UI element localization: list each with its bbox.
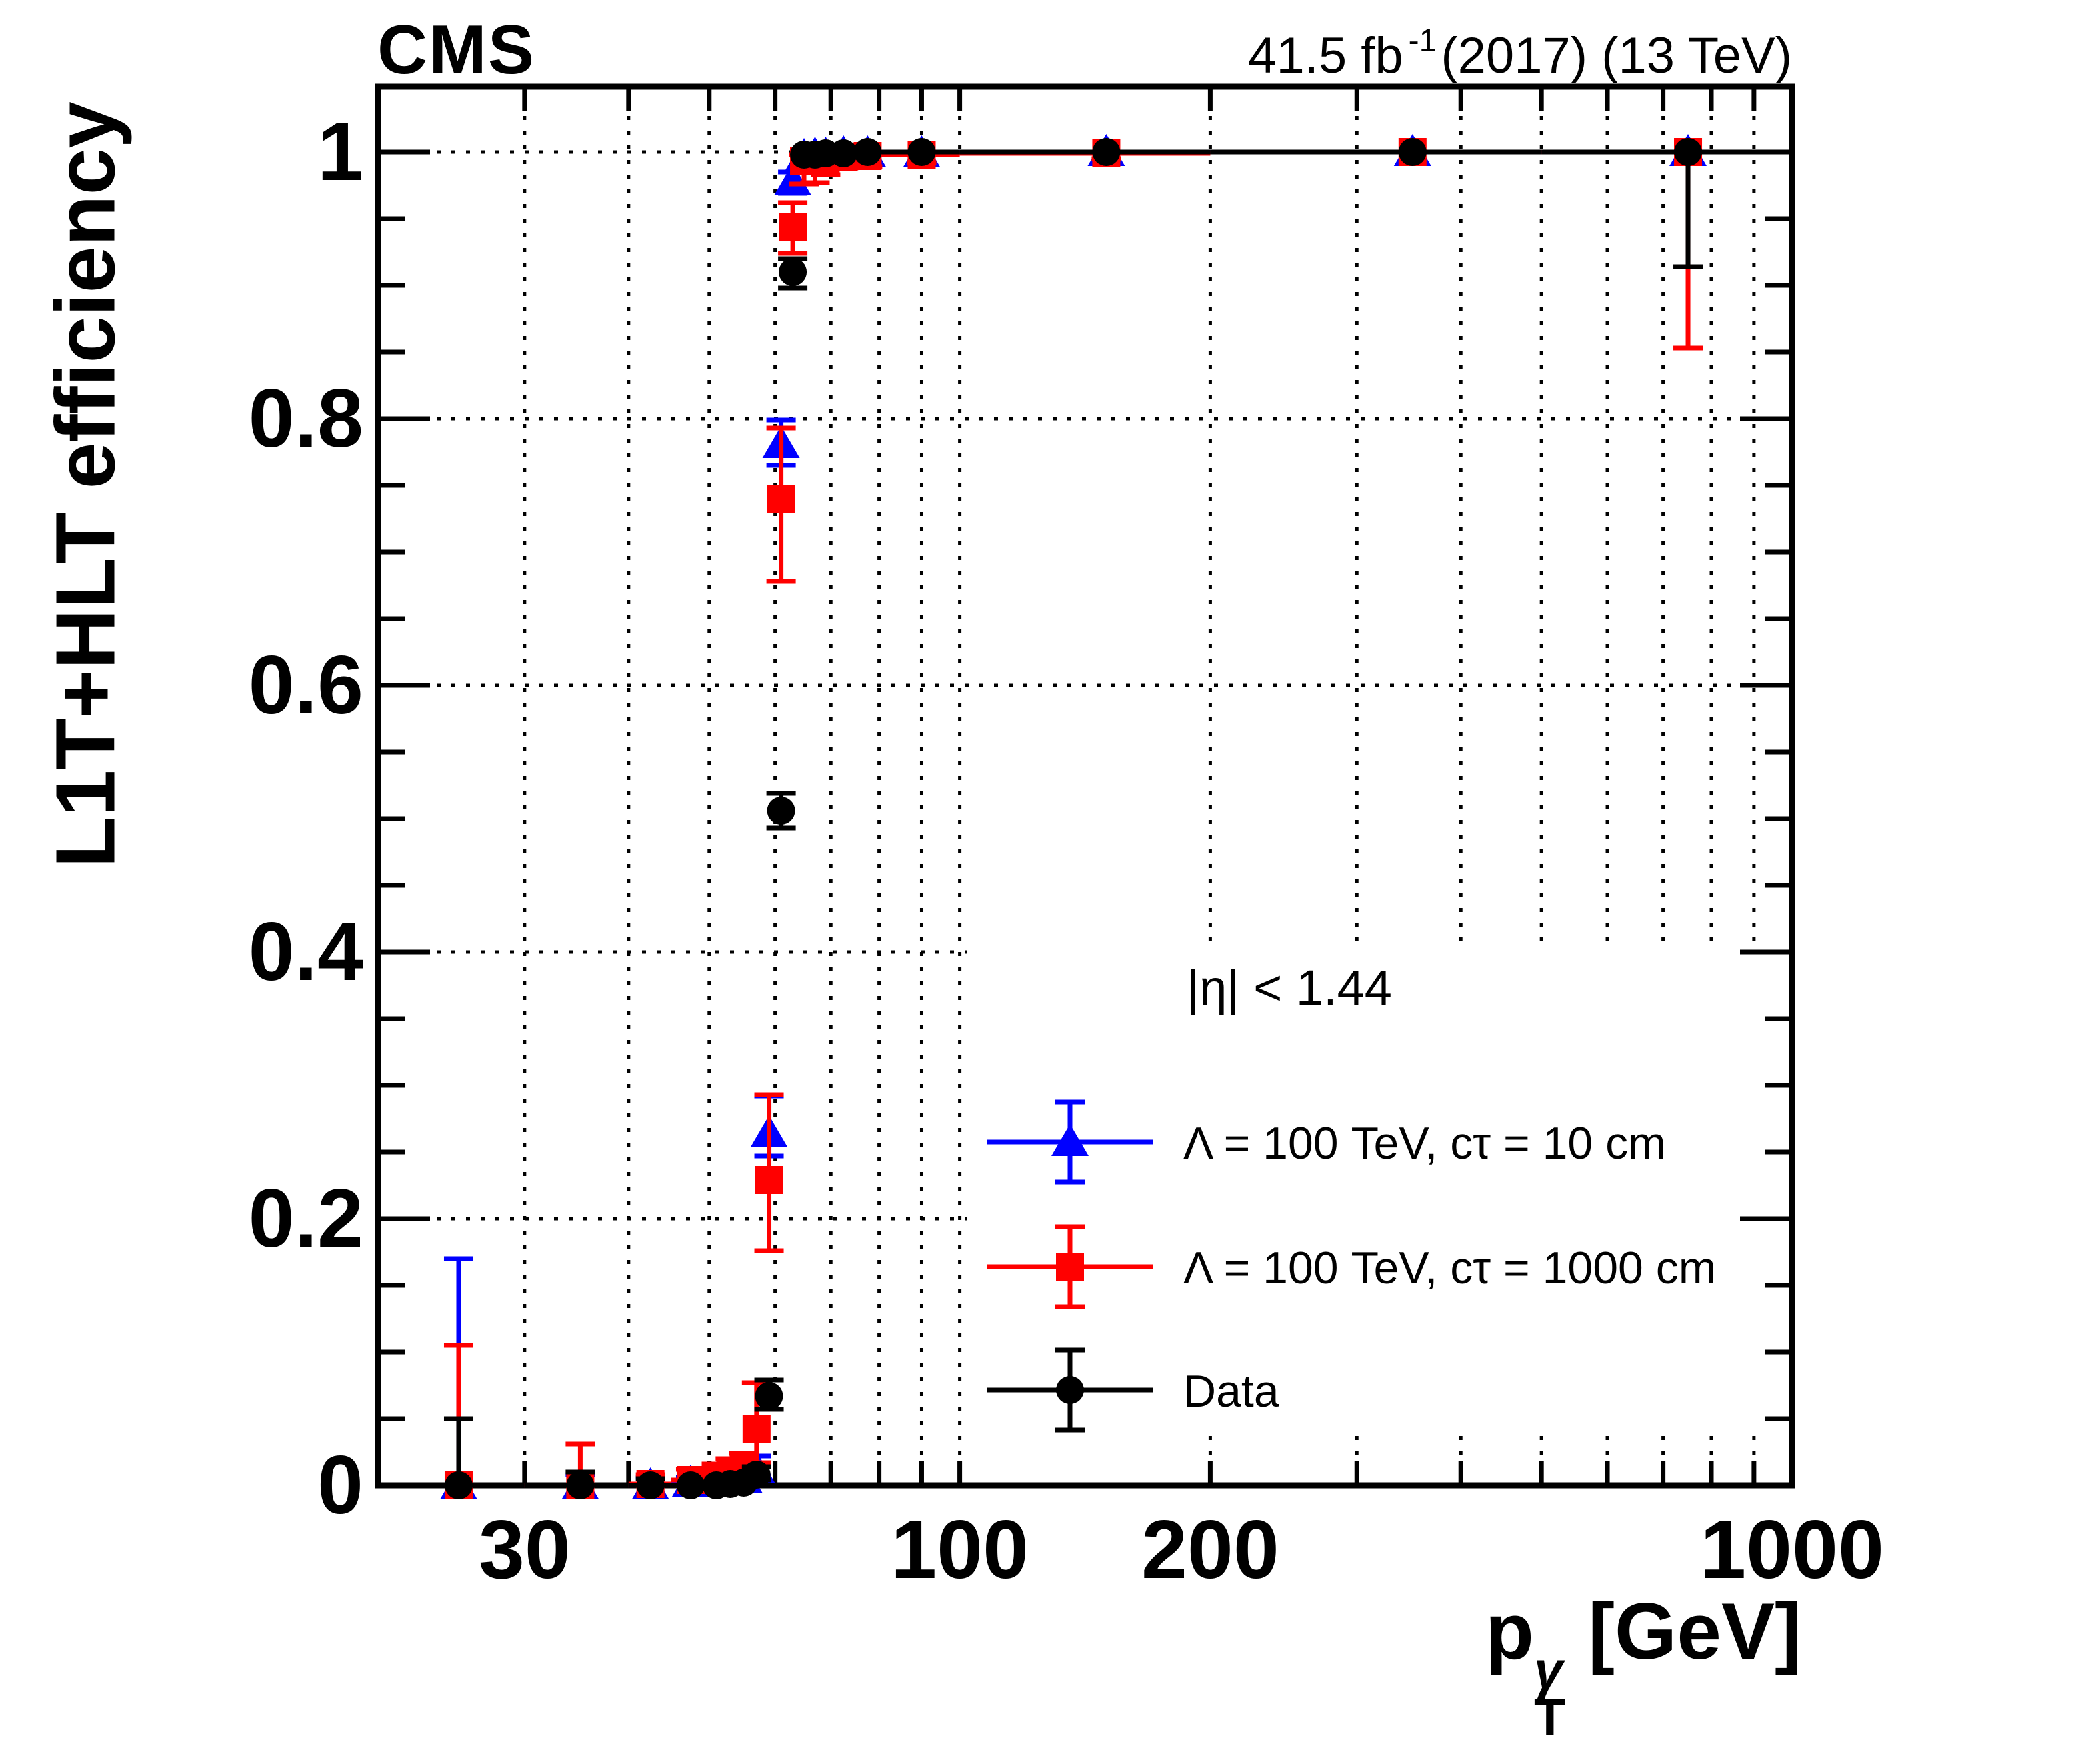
legend-marker-circle-icon [987,1333,1153,1450]
marker-circle [755,1382,783,1410]
y-tick-label: 0.8 [248,373,363,465]
y-tick-label: 1 [317,106,363,198]
legend-background [967,950,1792,1433]
x-tick-label: 30 [478,1504,571,1596]
legend-marker-shape [1056,1252,1084,1281]
legend-label: Λ = 100 TeV, cτ = 1000 cm [1183,1243,1717,1293]
legend-row-ctau10: Λ = 100 TeV, cτ = 10 cm [987,1087,1666,1200]
y-tick-label: 0.6 [248,639,363,731]
marker-triangle [774,163,812,195]
y-tick-label: 0.4 [248,906,363,998]
legend-marker-graphic [987,1099,1153,1184]
legend-label: Λ = 100 TeV, cτ = 10 cm [1183,1118,1666,1169]
legend-marker-triangle-icon [987,1085,1153,1202]
legend-marker-square-icon [987,1210,1153,1327]
efficiency-chart-canvas [375,83,1795,1499]
legend-row-ctau1000: Λ = 100 TeV, cτ = 1000 cm [987,1211,1716,1325]
marker-circle [1398,138,1427,166]
marker-circle [829,139,858,167]
marker-square [755,1166,783,1194]
x-title-base: p [1485,1587,1534,1676]
marker-circle [1674,138,1703,166]
marker-circle [779,258,807,286]
lumi-conditions: (2017) (13 TeV) [1441,27,1792,84]
legend-marker-shape [1051,1123,1089,1156]
legend-marker-shape [1056,1375,1084,1404]
lumi-exponent: -1 [1408,23,1437,59]
marker-circle [853,138,882,166]
legend-marker-circle [987,1347,1153,1432]
marker-circle [742,1461,771,1489]
legend-marker-graphic [987,1224,1153,1309]
legend-row-data: Data [987,1335,1279,1448]
x-tick-label: 1000 [1700,1504,1884,1596]
luminosity-label: 41.5 fb -1(2017) (13 TeV) [1248,23,1792,85]
legend-marker-graphic [987,1347,1153,1432]
legend-marker-square [987,1224,1153,1309]
plot-frame [375,83,1795,1489]
legend-label: Data [1183,1366,1279,1417]
gamma-superscript: γ [1533,1641,1563,1699]
legend-eta-cut: |η| < 1.44 [1187,960,1392,1015]
cms-efficiency-figure: { "header": { "cms_label": "CMS", "lumi_… [38,11,1884,1743]
y-tick-label: 0 [317,1439,363,1531]
x-title-units: [GeV] [1565,1587,1801,1676]
x-tick-label: 100 [891,1504,1029,1596]
marker-square [742,1415,771,1443]
y-axis-title: L1T+HLT efficiency [38,101,133,868]
marker-circle [767,797,795,825]
marker-square [779,213,807,241]
t-subscript: T [1533,1687,1566,1746]
marker-square [767,485,795,513]
series-circle [378,138,1792,1499]
marker-circle [566,1471,595,1499]
marker-circle [636,1471,665,1499]
marker-circle [1092,138,1121,166]
x-tick-label: 200 [1141,1504,1279,1596]
legend-marker-triangle [987,1099,1153,1184]
y-tick-label: 0.2 [248,1173,363,1265]
lumi-value: 41.5 fb [1248,27,1403,84]
marker-circle [444,1471,473,1499]
marker-circle [676,1471,705,1499]
legend: |η| < 1.44 Λ = 100 TeV, cτ = 10 cm Λ = 1… [967,950,1792,1433]
cms-logo-label: CMS [377,11,536,89]
marker-circle [907,138,936,166]
